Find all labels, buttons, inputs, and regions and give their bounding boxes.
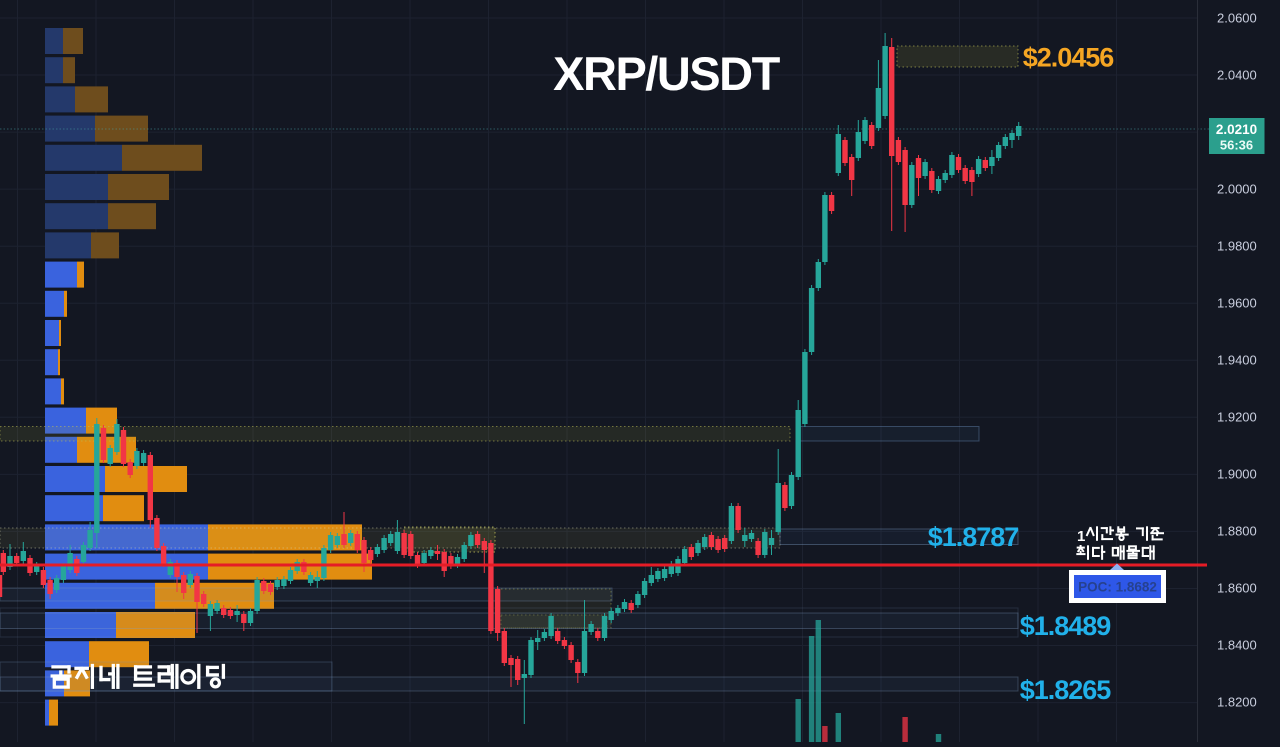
svg-text:1.9000: 1.9000 xyxy=(1217,467,1257,482)
svg-text:56:36: 56:36 xyxy=(1220,138,1253,153)
svg-text:2.0600: 2.0600 xyxy=(1217,11,1257,26)
svg-text:1.9600: 1.9600 xyxy=(1217,296,1257,311)
svg-text:1: 1 xyxy=(1077,528,1085,545)
svg-text:$1.8489: $1.8489 xyxy=(1020,611,1112,641)
svg-text:1.9200: 1.9200 xyxy=(1217,410,1257,425)
svg-text:1.8400: 1.8400 xyxy=(1217,638,1257,653)
svg-text:1.9800: 1.9800 xyxy=(1217,239,1257,254)
svg-text:2.0210: 2.0210 xyxy=(1216,122,1257,137)
svg-text:1.8800: 1.8800 xyxy=(1217,524,1257,539)
svg-text:$1.8265: $1.8265 xyxy=(1020,675,1112,705)
svg-text:1.9400: 1.9400 xyxy=(1217,353,1257,368)
svg-text:2.0400: 2.0400 xyxy=(1217,68,1257,83)
svg-text:$1.8787: $1.8787 xyxy=(928,522,1019,552)
svg-text:2.0000: 2.0000 xyxy=(1217,182,1257,197)
svg-text:1.8200: 1.8200 xyxy=(1217,695,1257,710)
svg-text:$2.0456: $2.0456 xyxy=(1023,43,1115,73)
svg-text:1.8600: 1.8600 xyxy=(1217,581,1257,596)
svg-text:POC: 1.8682: POC: 1.8682 xyxy=(1078,580,1157,595)
svg-text:XRP/USDT: XRP/USDT xyxy=(553,47,780,100)
